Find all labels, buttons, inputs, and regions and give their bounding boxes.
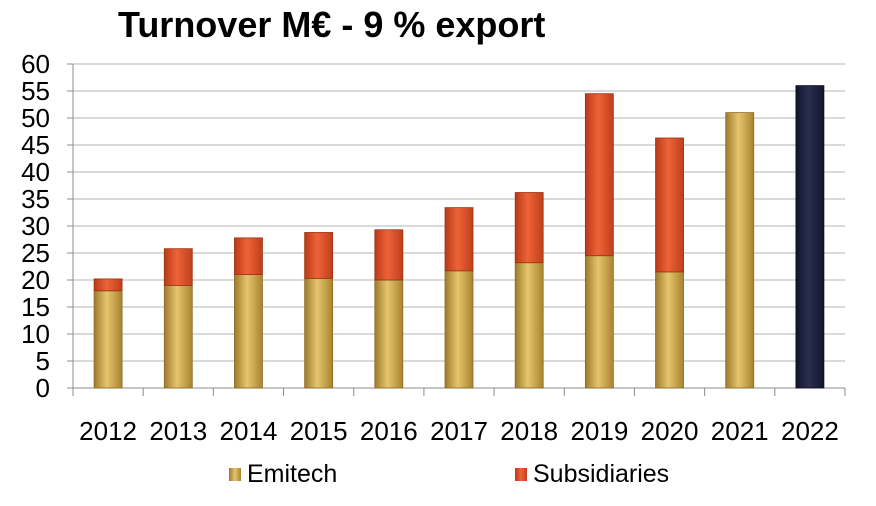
- y-tick-label: 40: [21, 157, 50, 187]
- bar-emitech-2017: [444, 270, 474, 389]
- y-tick-label: 55: [21, 76, 50, 106]
- legend-swatch-subsidiaries: [515, 468, 527, 481]
- y-tick-label: 35: [21, 184, 50, 214]
- bar-emitech-2015: [304, 277, 334, 389]
- bar-subsidiaries-2019: [584, 93, 614, 257]
- legend: Emitech Subsidiaries: [0, 460, 876, 490]
- legend-item-emitech: Emitech: [229, 460, 337, 489]
- x-tick-label: 2020: [641, 416, 699, 446]
- legend-item-subsidiaries: Subsidiaries: [515, 460, 669, 489]
- y-tick-label: 60: [21, 49, 50, 79]
- x-tick-label: 2013: [149, 416, 207, 446]
- y-tick-label: 15: [21, 292, 50, 322]
- x-tick-label: 2016: [360, 416, 418, 446]
- bar-subsidiaries-2020: [655, 137, 684, 273]
- legend-label-subsidiaries: Subsidiaries: [533, 460, 670, 488]
- bar-emitech-2014: [234, 274, 263, 389]
- y-tick-label: 30: [21, 211, 50, 241]
- y-tick-label: 25: [21, 238, 50, 268]
- y-tick-label: 10: [21, 319, 50, 349]
- bar-subsidiaries-2016: [374, 229, 404, 281]
- chart-title: Turnover M€ - 9 % export: [118, 4, 546, 45]
- y-tick-label: 45: [21, 130, 50, 160]
- bar-subsidiaries-2018: [514, 192, 544, 264]
- bar-emitech-2016: [374, 279, 404, 389]
- bar-subsidiaries-2015: [304, 232, 334, 279]
- legend-label-emitech: Emitech: [247, 460, 338, 488]
- x-tick-label: 2018: [500, 416, 558, 446]
- bar-emitech-2021: [725, 112, 755, 389]
- y-tick-label: 5: [36, 346, 50, 376]
- y-tick-label: 0: [36, 373, 50, 403]
- x-tick-label: 2021: [711, 416, 769, 446]
- bar-2022: [795, 85, 825, 389]
- bars: [93, 85, 825, 389]
- bar-subsidiaries-2014: [234, 237, 263, 276]
- bar-emitech-2019: [584, 255, 614, 389]
- bar-subsidiaries-2012: [93, 278, 123, 292]
- bar-emitech-2012: [93, 290, 123, 389]
- x-tick-label: 2022: [781, 416, 839, 446]
- bar-emitech-2013: [163, 284, 193, 389]
- x-tick-label: 2017: [430, 416, 488, 446]
- x-tick-label: 2012: [79, 416, 137, 446]
- x-tick-label: 2014: [220, 416, 278, 446]
- bar-subsidiaries-2013: [163, 248, 193, 286]
- legend-swatch-emitech: [229, 468, 241, 481]
- y-tick-label: 20: [21, 265, 50, 295]
- x-axis-ticks: 2012 2013 2014 2015 2016 2017 2018 2019 2020 2021…: [79, 416, 839, 446]
- bar-subsidiaries-2017: [444, 207, 474, 272]
- x-tick-label: 2019: [570, 416, 628, 446]
- x-tick-label: 2015: [290, 416, 348, 446]
- y-tick-label: 50: [21, 103, 50, 133]
- bar-emitech-2018: [514, 262, 544, 389]
- bar-emitech-2020: [655, 271, 684, 389]
